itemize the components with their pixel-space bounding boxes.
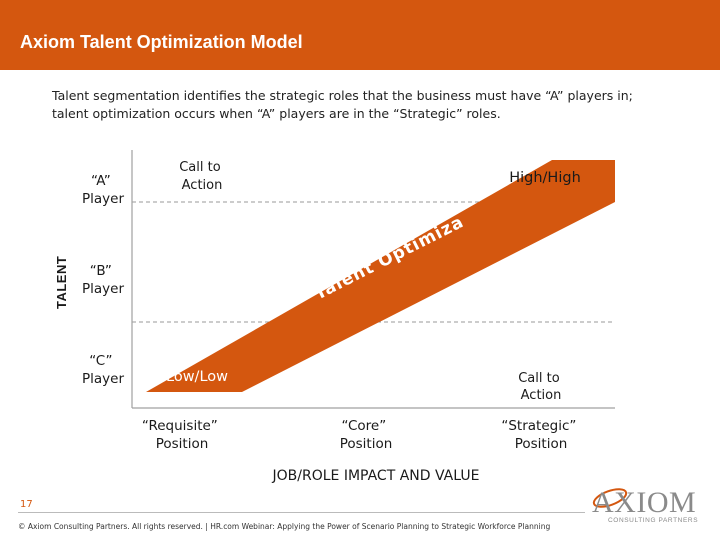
row-label-c-line1: “C” bbox=[89, 353, 112, 369]
call-to-action-bottom-label: Call to Action bbox=[518, 371, 564, 403]
title-bar: Axiom Talent Optimization Model bbox=[0, 0, 720, 70]
row-label-a-line2: Player bbox=[82, 191, 124, 207]
row-label-a-line1: “A” bbox=[91, 173, 111, 189]
y-axis-label: TALENT bbox=[54, 256, 69, 309]
row-label-b-line2: Player bbox=[82, 281, 124, 297]
low-low-label: Low/Low bbox=[166, 369, 228, 385]
call-to-action-top-line2: Action bbox=[182, 178, 223, 193]
row-label-c-line2: Player bbox=[82, 371, 124, 387]
talent-optimization-band bbox=[146, 160, 615, 392]
column-label-requisite-line2: Position bbox=[156, 436, 209, 452]
row-label-b-player: “B” Player bbox=[82, 263, 124, 297]
footer-copyright: © Axiom Consulting Partners. All rights … bbox=[18, 522, 551, 531]
intro-text: Talent segmentation identifies the strat… bbox=[52, 88, 633, 121]
x-axis-label: JOB/ROLE IMPACT AND VALUE bbox=[272, 468, 480, 484]
call-to-action-top-box bbox=[145, 150, 263, 200]
column-label-requisite-line1: “Requisite” bbox=[142, 418, 218, 434]
column-label-requisite: “Requisite” Position bbox=[142, 418, 222, 452]
column-label-strategic: “Strategic” Position bbox=[501, 418, 580, 452]
column-label-strategic-line1: “Strategic” bbox=[501, 418, 576, 434]
call-to-action-bottom-line1: Call to bbox=[518, 371, 559, 386]
call-to-action-bottom-line2: Action bbox=[521, 388, 562, 403]
column-label-core: “Core” Position bbox=[340, 418, 393, 452]
row-label-c-player: “C” Player bbox=[82, 353, 124, 387]
column-label-strategic-line2: Position bbox=[515, 436, 568, 452]
axiom-logo: AXIOM CONSULTING PARTNERS bbox=[592, 486, 698, 524]
footer-divider bbox=[18, 512, 585, 513]
call-to-action-top-line1: Call to bbox=[179, 160, 220, 175]
row-label-a-player: “A” Player bbox=[82, 173, 124, 207]
logo-wordmark: AXIOM bbox=[592, 486, 696, 519]
logo-tagline: CONSULTING PARTNERS bbox=[608, 517, 698, 524]
page-number: 17 bbox=[20, 499, 33, 510]
page-title: Axiom Talent Optimization Model bbox=[20, 32, 303, 52]
call-to-action-top-label: Call to Action bbox=[179, 160, 225, 193]
logo-swoosh-icon bbox=[592, 488, 628, 508]
high-high-label: High/High bbox=[509, 170, 581, 186]
column-label-core-line1: “Core” bbox=[341, 418, 386, 434]
column-label-core-line2: Position bbox=[340, 436, 393, 452]
row-label-b-line1: “B” bbox=[90, 263, 112, 279]
